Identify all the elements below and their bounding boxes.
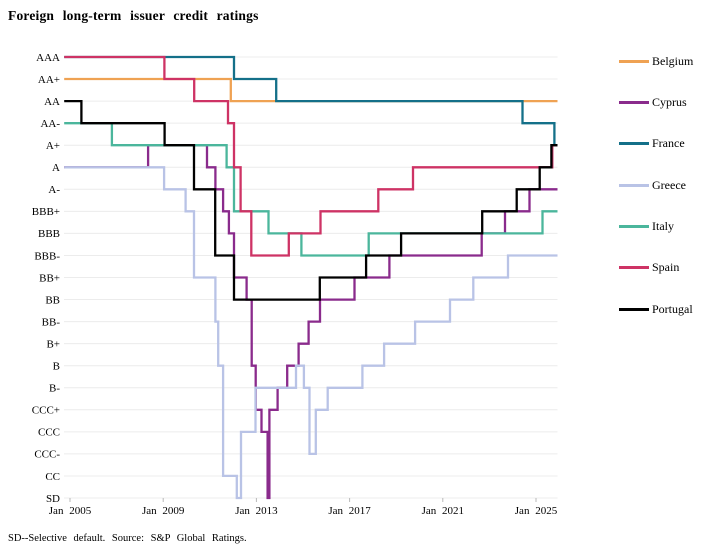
- y-axis-label: B: [53, 361, 60, 373]
- y-axis-label: BBB+: [32, 206, 60, 218]
- y-axis-label: BBB: [38, 228, 60, 240]
- series-line-cyprus: [64, 144, 558, 500]
- legend-label-italy: Italy: [652, 219, 674, 234]
- y-axis-label: AA-: [40, 118, 60, 130]
- series-line-portugal: [64, 99, 558, 301]
- y-axis-label: B+: [46, 338, 60, 350]
- series-line-belgium: [64, 77, 558, 103]
- y-axis-label: AAA: [36, 52, 60, 64]
- series-line-spain: [64, 55, 558, 257]
- page-title: Foreign long-term issuer credit ratings: [8, 8, 259, 23]
- legend-swatch-belgium: [619, 59, 649, 63]
- y-axis-label: CC: [45, 471, 60, 483]
- legend-swatch-italy: [619, 225, 649, 229]
- legend-item-portugal: Portugal: [619, 298, 693, 320]
- y-axis-label: CCC-: [34, 449, 60, 461]
- legend-label-greece: Greece: [652, 177, 686, 192]
- x-axis-label: Jan 2013: [235, 505, 278, 517]
- legend-swatch-greece: [619, 183, 649, 187]
- legend-swatch-spain: [619, 266, 649, 270]
- legend-label-portugal: Portugal: [652, 301, 693, 316]
- x-axis-label: Jan 2009: [142, 505, 185, 517]
- legend-item-spain: Spain: [619, 257, 693, 279]
- y-axis-label: A: [52, 162, 60, 174]
- y-axis-label: AA: [44, 96, 60, 108]
- y-axis-label: BB-: [42, 316, 61, 328]
- legend-label-france: France: [652, 136, 685, 151]
- legend-label-cyprus: Cyprus: [652, 94, 687, 109]
- legend-swatch-portugal: [619, 307, 649, 311]
- legend-swatch-cyprus: [619, 100, 649, 104]
- y-axis-label: AA+: [38, 74, 60, 86]
- x-axis-label: Jan 2025: [515, 505, 558, 517]
- y-axis-label: BB+: [39, 272, 60, 284]
- y-axis-label: SD: [46, 493, 60, 505]
- legend-item-belgium: Belgium: [619, 50, 693, 72]
- series-line-greece: [64, 166, 558, 500]
- y-axis-label: BB: [45, 294, 60, 306]
- legend-item-cyprus: Cyprus: [619, 91, 693, 113]
- y-axis-label: B-: [49, 383, 60, 395]
- y-axis-label: A+: [46, 140, 60, 152]
- y-axis-label: BBB-: [34, 250, 60, 262]
- legend-label-spain: Spain: [652, 260, 680, 275]
- x-axis-label: Jan 2017: [328, 505, 371, 517]
- legend-item-italy: Italy: [619, 216, 693, 238]
- x-axis-label: Jan 2005: [49, 505, 92, 517]
- y-axis-label: A-: [48, 184, 60, 196]
- legend-item-france: France: [619, 133, 693, 155]
- y-axis-label: CCC: [38, 427, 60, 439]
- series-line-france: [64, 55, 558, 147]
- legend-item-greece: Greece: [619, 174, 693, 196]
- y-axis-label: CCC+: [32, 405, 60, 417]
- source-footnote: SD--Selective default. Source: S&P Globa…: [8, 533, 247, 544]
- x-axis-label: Jan 2021: [422, 505, 464, 517]
- legend-swatch-france: [619, 142, 649, 146]
- legend: Belgium Cyprus France Greece Italy Spain Portu…: [619, 50, 693, 340]
- legend-label-belgium: Belgium: [652, 53, 694, 68]
